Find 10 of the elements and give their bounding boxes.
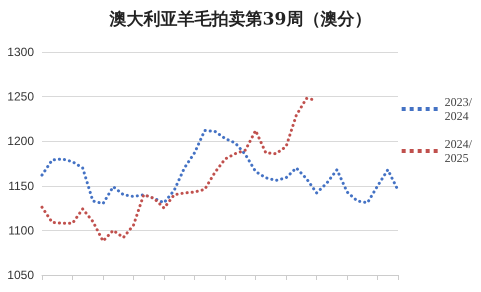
y-tick-label: 1200 xyxy=(7,134,34,148)
y-tick-label: 1100 xyxy=(8,223,34,238)
y-tick-label: 1300 xyxy=(7,45,34,59)
line-series xyxy=(40,128,400,206)
chart-title: 澳大利亚羊毛拍卖第39周（澳分） xyxy=(108,10,372,30)
y-tick-label: 1250 xyxy=(7,90,34,104)
legend-label: 2024/2025 xyxy=(444,137,473,165)
legend-label: 2023/2024 xyxy=(444,95,473,123)
y-tick-label: 1150 xyxy=(8,178,34,193)
y-tick-label: 1050 xyxy=(7,268,34,282)
